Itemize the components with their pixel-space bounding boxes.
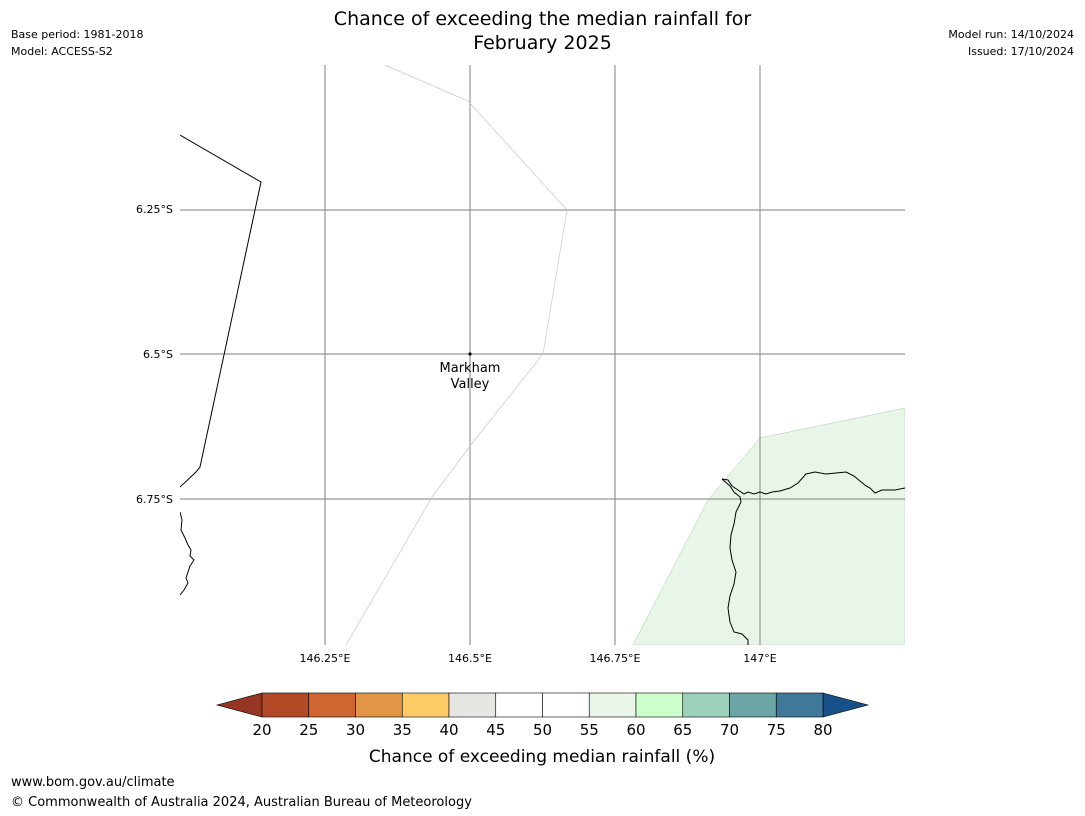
colorbar-bin (495, 692, 543, 718)
colorbar-tick-label: 80 (813, 721, 832, 739)
colorbar-tick-label: 60 (626, 721, 645, 739)
colorbar-bin (308, 692, 356, 718)
lon-label: 146.25°E (300, 652, 351, 665)
colorbar-bin (542, 692, 590, 718)
river-branch (721, 478, 749, 645)
colorbar-over-arrow (822, 692, 870, 718)
latitude-labels: 6.25°S 6.5°S 6.75°S (136, 203, 173, 506)
place-label-line1: Markham (440, 361, 501, 376)
header-left-info: Base period: 1981-2018 Model: ACCESS-S2 (11, 26, 143, 60)
longitude-labels: 146.25°E 146.5°E 146.75°E 147°E (300, 652, 777, 665)
province-boundary (180, 134, 262, 488)
colorbar-bin (588, 692, 637, 718)
colorbar-bin (729, 692, 777, 718)
model-run-text: Model run: 14/10/2024 (948, 28, 1074, 41)
colorbar-bin (401, 692, 450, 718)
colorbar-tick-label: 50 (533, 721, 552, 739)
colorbar-under-arrow (215, 692, 263, 718)
probability-region (632, 407, 905, 645)
footer-copyright: © Commonwealth of Australia 2024, Austra… (11, 795, 472, 810)
colorbar-tick-label: 70 (720, 721, 739, 739)
lat-label: 6.25°S (136, 203, 173, 216)
map-title-line1: Chance of exceeding the median rainfall … (333, 8, 752, 30)
lon-label: 146.75°E (590, 652, 641, 665)
colorbar-bin (635, 692, 684, 718)
lon-label: 146.5°E (448, 652, 492, 665)
lon-label: 147°E (743, 652, 776, 665)
coastline-left (180, 511, 195, 596)
colorbar-tick-label: 30 (346, 721, 365, 739)
colorbar-tick-label: 25 (299, 721, 318, 739)
place-label-line2: Valley (451, 377, 490, 392)
colorbar-tick-label: 65 (673, 721, 692, 739)
header-right-info: Model run: 14/10/2024 Issued: 17/10/2024 (948, 26, 1074, 60)
colorbar-label: Chance of exceeding median rainfall (%) (369, 747, 715, 767)
lat-label: 6.75°S (136, 493, 173, 506)
footer-url: www.bom.gov.au/climate (11, 775, 175, 790)
colorbar-bin (682, 692, 730, 718)
map-panel: Markham Valley (180, 65, 905, 645)
district-boundary (345, 65, 568, 645)
lat-label: 6.5°S (143, 348, 173, 361)
colorbar-tick-label: 40 (439, 721, 458, 739)
colorbar-tick-label: 20 (252, 721, 271, 739)
colorbar-tick-label: 55 (580, 721, 599, 739)
colorbar-bin (448, 692, 497, 718)
colorbar-tick-label: 35 (393, 721, 412, 739)
colorbar-tick-label: 75 (767, 721, 786, 739)
coastline-right (721, 471, 905, 495)
colorbar-bin (355, 692, 403, 718)
issued-text: Issued: 17/10/2024 (967, 45, 1074, 58)
colorbar-tick-label: 45 (486, 721, 505, 739)
gridlines (180, 65, 905, 645)
location-marker (468, 352, 472, 356)
model-text: Model: ACCESS-S2 (11, 45, 113, 58)
colorbar-bin (775, 692, 824, 718)
base-period-text: Base period: 1981-2018 (11, 28, 144, 41)
map-title-line2: February 2025 (473, 32, 612, 54)
colorbar: 20 25 30 35 40 45 50 55 60 65 70 75 80 Chance of exc… (215, 692, 870, 767)
colorbar-bins (261, 692, 824, 718)
colorbar-bin (261, 692, 310, 718)
colorbar-ticks: 20 25 30 35 40 45 50 55 60 65 70 75 80 (252, 721, 832, 739)
